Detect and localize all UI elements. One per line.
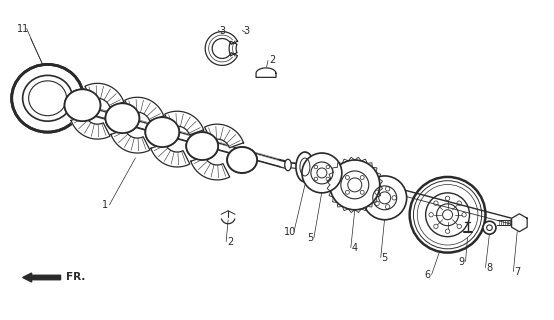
Text: 5: 5 (382, 252, 388, 263)
Circle shape (409, 177, 485, 252)
Text: 3: 3 (243, 26, 249, 36)
Circle shape (330, 160, 379, 210)
Polygon shape (151, 143, 190, 167)
Polygon shape (204, 124, 244, 148)
Polygon shape (229, 41, 237, 56)
Text: 2: 2 (269, 55, 275, 65)
Polygon shape (111, 129, 150, 153)
Text: 5: 5 (307, 233, 313, 243)
Text: 8: 8 (486, 262, 493, 273)
Ellipse shape (64, 89, 100, 121)
Polygon shape (256, 68, 276, 77)
Ellipse shape (510, 219, 514, 226)
Text: 6: 6 (424, 269, 430, 279)
Circle shape (363, 176, 407, 220)
Polygon shape (165, 111, 204, 135)
FancyArrow shape (23, 273, 60, 282)
Ellipse shape (64, 89, 100, 121)
Text: 9: 9 (459, 257, 465, 267)
Polygon shape (125, 97, 164, 121)
Ellipse shape (186, 132, 218, 160)
Text: 4: 4 (352, 243, 358, 252)
Text: 11: 11 (17, 24, 29, 34)
Ellipse shape (285, 159, 291, 171)
Text: 7: 7 (514, 267, 521, 276)
Ellipse shape (105, 103, 140, 133)
Ellipse shape (227, 147, 257, 173)
Text: 1: 1 (102, 200, 109, 210)
Polygon shape (71, 116, 110, 139)
Text: 2: 2 (227, 237, 233, 247)
Ellipse shape (186, 132, 218, 160)
Text: FR.: FR. (65, 273, 85, 283)
Ellipse shape (296, 152, 314, 182)
Ellipse shape (145, 117, 179, 147)
Ellipse shape (303, 164, 307, 171)
Circle shape (302, 153, 342, 193)
Polygon shape (511, 214, 527, 232)
Ellipse shape (105, 103, 140, 133)
Ellipse shape (227, 147, 257, 173)
Circle shape (483, 221, 496, 234)
Text: 10: 10 (284, 227, 296, 237)
Ellipse shape (145, 117, 179, 147)
Polygon shape (85, 83, 124, 107)
Polygon shape (191, 156, 230, 180)
Ellipse shape (12, 64, 84, 132)
Polygon shape (205, 32, 238, 65)
Text: 3: 3 (219, 26, 225, 36)
